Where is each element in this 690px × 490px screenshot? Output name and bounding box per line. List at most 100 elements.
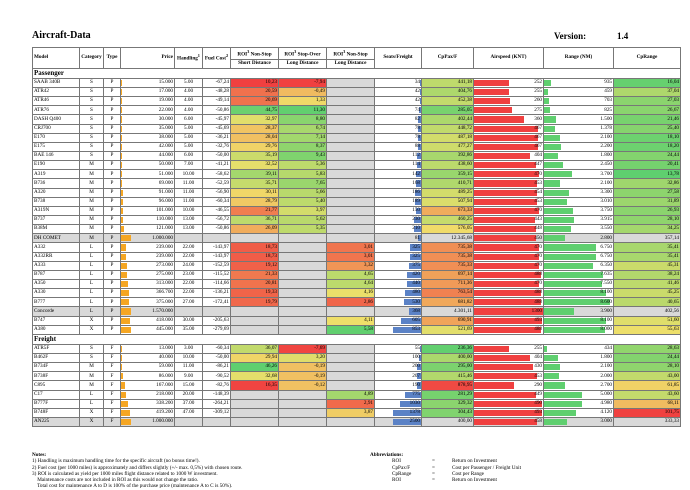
cell-range: 459 bbox=[543, 87, 614, 98]
cell-airspeed: 493 bbox=[473, 407, 544, 418]
cell-category: X bbox=[79, 324, 104, 335]
cell-model: A330 bbox=[32, 288, 80, 299]
table-row[interactable]: CRJ700 S P 35.000 5.00 -45,69 28,37 6,74 78 448,7… bbox=[32, 123, 681, 134]
table-row[interactable]: A319N M P 101.000 10.00 -46,55 21,77 3,97 150 673… bbox=[32, 205, 681, 217]
cell-value: 1.800 bbox=[600, 354, 612, 361]
cell-fuel: -60,34 bbox=[202, 196, 231, 207]
cell-value: -50,00 bbox=[215, 152, 229, 159]
cell-roi-ns-short: 44,75 bbox=[230, 105, 279, 116]
table-row[interactable]: BAE 146 S P 44.000 6.00 -50,00 35,19 9,43 112 392… bbox=[32, 151, 681, 162]
cell-value: S bbox=[90, 115, 93, 122]
col-price[interactable]: Price bbox=[120, 47, 175, 69]
cell-value: 34 bbox=[414, 79, 420, 86]
table-row[interactable]: B738F M F 86.000 9.00 -90,52 32,68 -0,19 207 415,… bbox=[32, 371, 681, 382]
cell-airspeed: 1300 bbox=[473, 306, 544, 317]
col-range[interactable]: Range (NM) bbox=[543, 47, 614, 69]
table-row[interactable]: DASH Q400 S P 30.000 6.00 -45,97 32,97 8,80 82 40… bbox=[32, 114, 681, 125]
table-row[interactable]: ATR76 S P 22.000 4.00 -50,86 44,75 11,30 74 285,0… bbox=[32, 105, 681, 116]
cell-seats: 88 bbox=[374, 141, 422, 153]
table-row[interactable]: C895 M F 167.000 15.00 -82,76 16,35 -0,12 190 878… bbox=[32, 380, 681, 391]
table-row[interactable]: A332 L P 239.000 22.00 -143,97 18,73 3,01 325 735… bbox=[32, 242, 681, 253]
cell-cprange: 32,86 bbox=[613, 178, 681, 189]
table-row[interactable]: ATR5F S F 13.000 3.00 -60,34 36,07 -7,69 55 236,3… bbox=[32, 343, 681, 355]
cell-value: S bbox=[90, 79, 93, 86]
cell-value: 3.000 bbox=[600, 418, 612, 425]
table-row[interactable]: A332RR L P 239.000 22.00 -143,97 18,73 3,01 325 7… bbox=[32, 251, 681, 262]
table-row[interactable]: B787 L P 275.000 23.00 -115,52 21,33 4,65 420 697… bbox=[32, 269, 681, 281]
col-roi-ns-long-sub: Long Distance bbox=[326, 59, 375, 69]
cell-model: B736 bbox=[32, 178, 80, 189]
data-bar bbox=[414, 198, 421, 205]
table-row[interactable]: E190 M P 50.000 7.00 -41,21 32,52 5,36 114 438,60… bbox=[32, 160, 681, 171]
data-bar bbox=[121, 326, 131, 333]
col-cppax[interactable]: CpPax/F bbox=[421, 47, 474, 69]
cell-roi-so-long bbox=[278, 269, 327, 281]
cell-seats: 114 bbox=[374, 160, 422, 171]
header-row: Model Category Type Price Handling1 Fuel… bbox=[32, 46, 681, 69]
col-category[interactable]: Category bbox=[79, 47, 104, 69]
cell-model: E175 bbox=[32, 141, 80, 153]
cell-cppax: 735,38 bbox=[421, 251, 474, 262]
table-row[interactable]: SAAB 340B S P 15.000 5.00 -67,24 10,23 -7,94 34 4… bbox=[32, 77, 681, 89]
col-airspeed[interactable]: Airspeed (KNT) bbox=[473, 47, 544, 69]
table-row[interactable]: B747 X P 418.000 30.00 -205,63 4,11 605 690,91 49… bbox=[32, 315, 681, 326]
table-row[interactable]: B777F L F 338.200 37.00 -264,21 2,91 1030 329,32… bbox=[32, 398, 681, 409]
table-row[interactable]: B737 M P 110.000 13.00 -56,72 36,71 5,62 230 460,… bbox=[32, 215, 681, 226]
cell-range: 7.635 bbox=[543, 269, 614, 281]
cell-value: B738 bbox=[34, 198, 46, 205]
table-row[interactable]: A320 M P 91.000 11.00 -56,90 30,11 5,66 186 489,2… bbox=[32, 187, 681, 198]
col-seats[interactable]: Seats/Freight bbox=[374, 47, 422, 69]
table-row[interactable]: DH COMET M P 1.000.000 81 12.345,68 450 2.800 35… bbox=[32, 233, 681, 244]
col-model[interactable]: Model bbox=[32, 47, 80, 69]
cell-value: 453 bbox=[534, 372, 542, 379]
cell-roi-ns-short: 20,81 bbox=[230, 279, 279, 290]
table-row[interactable]: Concorde L P 1.570.000 368 4.301,11 1300 3.900 4… bbox=[32, 306, 681, 317]
data-bar bbox=[403, 299, 421, 306]
table-row[interactable]: A330 L P 366.700 22.00 -136,21 19,33 4,16 480 763… bbox=[32, 288, 681, 299]
table-row[interactable]: B736 M P 69.000 11.00 -52,59 35,71 7,65 168 410,7… bbox=[32, 178, 681, 189]
col-fuel[interactable]: Fuel Cost2 bbox=[202, 47, 231, 69]
col-roi-ns-short[interactable]: ROI3 Non-Stop bbox=[230, 46, 279, 61]
table-row[interactable]: AN225 X F 1.000.000 2500 400,00 458 3.000 333,33 bbox=[32, 416, 681, 428]
table-row[interactable]: B38M M P 121.000 13.00 -50,86 26,09 5,35 210 576,… bbox=[32, 224, 681, 235]
col-handling[interactable]: Handling1 bbox=[174, 47, 203, 69]
table-row[interactable]: C17 L F 218.000 20.00 -148,39 4,89 775 281,29 449… bbox=[32, 389, 681, 400]
cell-value: 190 bbox=[412, 381, 420, 388]
data-bar bbox=[474, 107, 512, 114]
table-row[interactable]: B462F S F 40.000 10.00 -50,00 29,94 3,20 100 400,… bbox=[32, 352, 681, 364]
table-row[interactable]: A319 M P 51.000 10.00 -58,62 39,11 5,83 142 359,1… bbox=[32, 169, 681, 180]
col-roi-so-long[interactable]: ROI3 Stop-Over bbox=[278, 46, 327, 61]
cell-cppax: 735,38 bbox=[421, 242, 474, 253]
table-row[interactable]: B738 M P 96.000 11.00 -60,34 28,79 5,40 189 507,9… bbox=[32, 196, 681, 207]
cell-value: B777 bbox=[34, 298, 46, 305]
cell-value: P bbox=[110, 79, 114, 86]
cell-value: 1.570.000 bbox=[152, 307, 173, 314]
table-row[interactable]: B748F X F 419.200 47.00 -309,12 3,87 1378 304,43… bbox=[32, 407, 681, 418]
cell-cprange: 27,58 bbox=[613, 187, 681, 198]
cell-value: 325 bbox=[412, 243, 420, 250]
table-row[interactable]: B734F M F 59.000 11.00 -86,21 46,26 -0,19 200 295… bbox=[32, 362, 681, 373]
cell-value: 15.000 bbox=[158, 79, 173, 86]
cell-value: F bbox=[110, 381, 114, 388]
table-row[interactable]: E175 S P 42.000 5.00 -32,76 29,76 8,37 88 477,27 4… bbox=[32, 141, 681, 153]
table-row[interactable]: A333 L P 273.000 24.00 -152,59 19,12 3,32 375 735… bbox=[32, 260, 681, 271]
data-bar bbox=[121, 290, 129, 297]
cell-model: A350 bbox=[32, 279, 80, 290]
cell-price: 167.000 bbox=[120, 380, 175, 391]
cell-value: 101.000 bbox=[156, 207, 173, 214]
cell-roi-so-long bbox=[278, 389, 327, 400]
cell-value: 2.700 bbox=[600, 381, 612, 388]
col-roi-ns-long[interactable]: ROI3 Non-Stop bbox=[326, 46, 375, 61]
table-row[interactable]: E170 S P 38.000 5.00 -36,21 28,04 7,14 78 487,18 4… bbox=[32, 132, 681, 143]
table-row[interactable]: ATR42 S P 17.000 4.00 -48,28 20,59 -0,49 42 404,7… bbox=[32, 87, 681, 98]
cell-category: L bbox=[79, 306, 104, 317]
col-type[interactable]: Type bbox=[103, 47, 121, 69]
table-row[interactable]: A350 L P 313.000 22.00 -114,66 20,81 4,64 440 711… bbox=[32, 279, 681, 290]
cell-value: 438,60 bbox=[457, 161, 472, 168]
cell-model: C895 bbox=[32, 380, 80, 391]
col-cprange[interactable]: CpRange bbox=[613, 47, 681, 69]
table-row[interactable]: A380 X P 445.000 35.00 -279,69 5,58 853 521,69 48… bbox=[32, 324, 681, 335]
cell-value: P bbox=[110, 316, 114, 323]
table-row[interactable]: B777 L P 375.000 27.00 -172,41 19,79 2,86 530 681… bbox=[32, 297, 681, 308]
table-row[interactable]: ATR46 S P 19.000 4.00 -49,14 20,69 1,33 42 452,38… bbox=[32, 96, 681, 107]
